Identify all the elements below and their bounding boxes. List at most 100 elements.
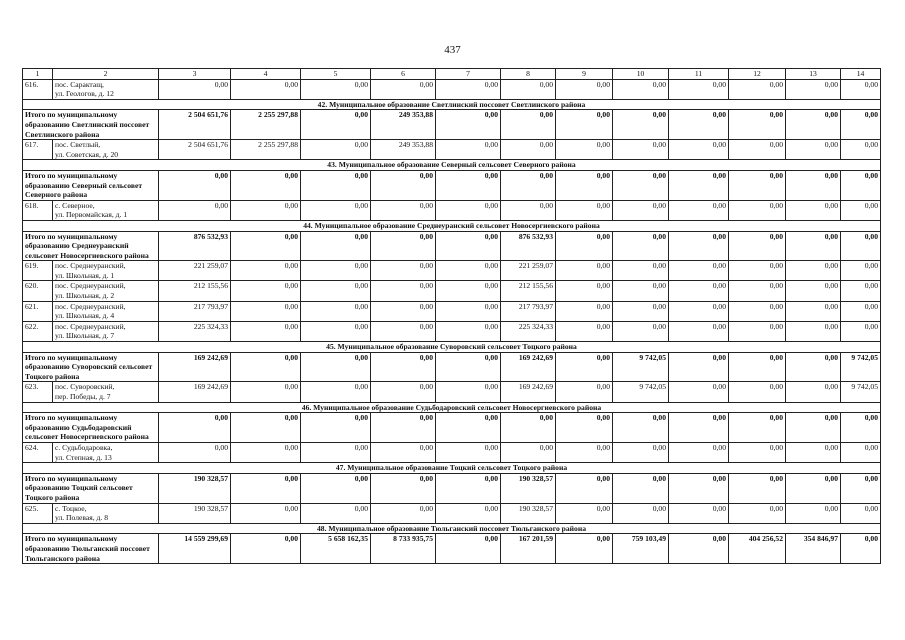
- value-cell: 0,00: [728, 320, 786, 343]
- total-row: Итого по муниципальному образованию Судь…: [22, 412, 881, 443]
- value-cell: 0,00: [785, 260, 841, 282]
- value-cell: 0,00: [612, 412, 669, 443]
- section-title: 45. Муниципальное образование Суворовски…: [22, 341, 881, 353]
- address-line: пос. Среднеуранский,: [55, 301, 126, 311]
- header-cell: 6: [370, 68, 436, 80]
- value-cell: 0,00: [668, 381, 729, 403]
- value-cell: 0,00: [555, 300, 613, 322]
- value-cell: 225 324,33: [158, 320, 231, 343]
- total-label: Итого по муниципальному образованию Суво…: [22, 351, 159, 383]
- total-row: Итого по муниципальному образованию Тюль…: [22, 533, 881, 565]
- value-cell: 0,00: [230, 320, 301, 343]
- value-cell: 0,00: [668, 199, 729, 221]
- total-label: Итого по муниципальному образованию Судь…: [22, 412, 159, 443]
- address: пос. Среднеуранский, ул. Школьная, д. 7: [52, 320, 159, 343]
- value-cell: 0,00: [785, 381, 841, 403]
- value-cell: 759 103,49: [612, 533, 669, 565]
- value-cell: 0,00: [300, 320, 371, 343]
- value-cell: 0,00: [300, 472, 371, 504]
- value-cell: 0,00: [785, 300, 841, 322]
- header-cell: 4: [230, 68, 301, 80]
- value-cell: 0,00: [785, 502, 841, 524]
- row-number: 621.: [22, 300, 53, 322]
- value-cell: 169 242,69: [158, 381, 231, 403]
- value-cell: 0,00: [230, 280, 301, 302]
- value-cell: 0,00: [230, 300, 301, 322]
- value-cell: 0,00: [840, 169, 881, 201]
- value-cell: 0,00: [500, 199, 556, 221]
- value-cell: 0,00: [555, 441, 613, 464]
- address-line: ул. Школьная, д. 1: [55, 270, 115, 280]
- value-cell: 0,00: [728, 300, 786, 322]
- value-cell: 0,00: [668, 533, 729, 565]
- value-cell: 0,00: [728, 169, 786, 201]
- total-label: Итого по муниципальному образованию Тюль…: [22, 533, 159, 565]
- value-cell: 0,00: [500, 169, 556, 201]
- value-cell: 0,00: [728, 441, 786, 464]
- value-cell: 0,00: [668, 260, 729, 282]
- address: пос. Сарактащ, ул. Геологов, д. 12: [52, 78, 159, 100]
- value-cell: 8 733 935,75: [370, 533, 436, 565]
- value-cell: 0,00: [612, 199, 669, 221]
- header-cell: 2: [52, 68, 159, 80]
- value-cell: 0,00: [300, 78, 371, 100]
- value-cell: 0,00: [435, 260, 501, 282]
- header-cell: 5: [300, 68, 371, 80]
- address: с. Тоцкое, ул. Полевая, д. 8: [52, 502, 159, 524]
- value-cell: 169 242,69: [500, 381, 556, 403]
- value-cell: 0,00: [728, 109, 786, 141]
- value-cell: 0,00: [668, 441, 729, 464]
- section-row: 43. Муниципальное образование Северный с…: [22, 159, 881, 171]
- value-cell: 0,00: [158, 412, 231, 443]
- value-cell: 0,00: [840, 109, 881, 141]
- value-cell: 0,00: [370, 260, 436, 282]
- header-row: 1 2 3 4 5 6 7 8 9 10 11 12 13 14: [22, 68, 881, 80]
- address-line: пос. Светлый,: [55, 140, 101, 150]
- section-row: 42. Муниципальное образование Светлински…: [22, 98, 881, 111]
- value-cell: 0,00: [435, 472, 501, 504]
- value-cell: 0,00: [300, 230, 371, 262]
- address-line: ул. Степная, д. 13: [55, 452, 112, 462]
- value-cell: 0,00: [300, 169, 371, 201]
- section-row: 46. Муниципальное образование Судьбодаро…: [22, 401, 881, 414]
- value-cell: 0,00: [785, 320, 841, 343]
- value-cell: 169 242,69: [158, 351, 231, 383]
- value-cell: 0,00: [435, 199, 501, 221]
- header-cell: 1: [22, 68, 53, 80]
- data-row: 619. пос. Среднеуранский, ул. Школьная, д.…: [22, 260, 881, 282]
- address-line: с. Тоцкое,: [55, 503, 87, 513]
- value-cell: 9 742,05: [840, 351, 881, 383]
- value-cell: 9 742,05: [612, 381, 669, 403]
- value-cell: 0,00: [668, 280, 729, 302]
- row-number: 622.: [22, 320, 53, 343]
- address-line: ул. Школьная, д. 4: [55, 311, 115, 321]
- data-row: 622. пос. Среднеуранский, ул. Школьная, д.…: [22, 320, 881, 343]
- value-cell: 9 742,05: [840, 381, 881, 403]
- row-number: 625.: [22, 502, 53, 524]
- value-cell: 0,00: [612, 139, 669, 161]
- address: пос. Светлый, ул. Советская, д. 20: [52, 139, 159, 161]
- value-cell: 0,00: [668, 412, 729, 443]
- value-cell: 0,00: [668, 300, 729, 322]
- value-cell: 0,00: [612, 472, 669, 504]
- value-cell: 0,00: [728, 280, 786, 302]
- value-cell: 0,00: [300, 280, 371, 302]
- value-cell: 0,00: [840, 412, 881, 443]
- value-cell: 190 328,57: [158, 502, 231, 524]
- value-cell: 0,00: [668, 351, 729, 383]
- header-cell: 13: [785, 68, 841, 80]
- total-row: Итого по муниципальному образованию Севе…: [22, 169, 881, 201]
- value-cell: 0,00: [668, 502, 729, 524]
- address-line: с. Северное,: [55, 200, 95, 210]
- header-cell: 12: [728, 68, 786, 80]
- value-cell: 167 201,59: [500, 533, 556, 565]
- value-cell: 190 328,57: [158, 472, 231, 504]
- data-row: 623. пос. Суворовский, пер. Победы, д. 7 16…: [22, 381, 881, 403]
- header-cell: 8: [500, 68, 556, 80]
- value-cell: 0,00: [230, 199, 301, 221]
- value-cell: 0,00: [300, 300, 371, 322]
- value-cell: 5 658 162,35: [300, 533, 371, 565]
- value-cell: 0,00: [500, 412, 556, 443]
- value-cell: 0,00: [840, 230, 881, 262]
- address: пос. Среднеуранский, ул. Школьная, д. 1: [52, 260, 159, 282]
